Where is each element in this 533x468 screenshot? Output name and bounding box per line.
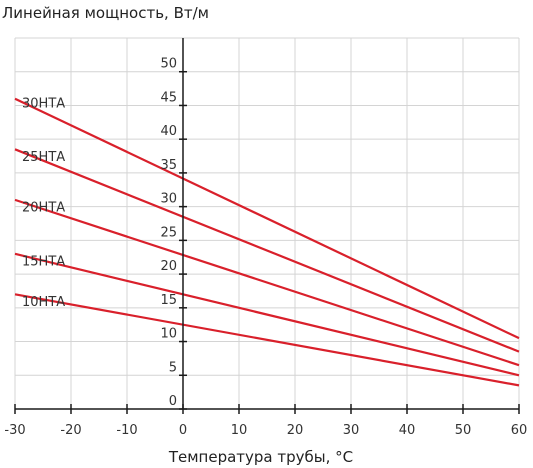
series-label: 25НТА bbox=[22, 150, 65, 165]
x-tick-label: -10 bbox=[116, 423, 137, 438]
y-axis-title: Линейная мощность, Вт/м bbox=[2, 4, 209, 22]
x-tick-label: 30 bbox=[343, 423, 360, 438]
x-axis-title: Температура трубы, °С bbox=[168, 448, 353, 466]
series-line bbox=[14, 252, 520, 377]
x-tick-label: 10 bbox=[231, 423, 248, 438]
y-tick-label: 15 bbox=[160, 293, 177, 308]
x-tick-label: 50 bbox=[455, 423, 472, 438]
x-tick-label: 60 bbox=[511, 423, 528, 438]
grid bbox=[14, 37, 520, 409]
x-tick-label: -20 bbox=[60, 423, 81, 438]
y-tick-label: 20 bbox=[160, 259, 177, 274]
y-tick-label: 5 bbox=[169, 360, 177, 375]
series-line bbox=[14, 97, 520, 340]
axes bbox=[14, 38, 520, 414]
y-tick-label: 30 bbox=[160, 192, 177, 207]
x-tick-label: -30 bbox=[4, 423, 25, 438]
series-label: 20НТА bbox=[22, 201, 65, 216]
series-label: 30НТА bbox=[22, 97, 65, 112]
x-tick-label: 0 bbox=[179, 423, 187, 438]
series-label: 15НТА bbox=[22, 255, 65, 270]
y-tick-label: 10 bbox=[160, 327, 177, 342]
y-tick-label: 35 bbox=[160, 158, 177, 173]
series-line bbox=[14, 293, 520, 387]
series-label: 10НТА bbox=[22, 295, 65, 310]
y-tick-label: 45 bbox=[160, 90, 177, 105]
series-line bbox=[14, 148, 520, 353]
series-line bbox=[14, 198, 520, 367]
y-tick-label: 50 bbox=[160, 57, 177, 72]
y-tick-label: 25 bbox=[160, 225, 177, 240]
y-tick-label: 0 bbox=[169, 394, 177, 409]
labels: -30 -20 -10 0 10 20 30 40 50 60 0 5 10 15 20 25 30 35 40 45… bbox=[4, 57, 527, 438]
series-lines bbox=[14, 97, 520, 387]
y-tick-label: 40 bbox=[160, 124, 177, 139]
x-tick-label: 40 bbox=[399, 423, 416, 438]
x-tick-label: 20 bbox=[287, 423, 304, 438]
